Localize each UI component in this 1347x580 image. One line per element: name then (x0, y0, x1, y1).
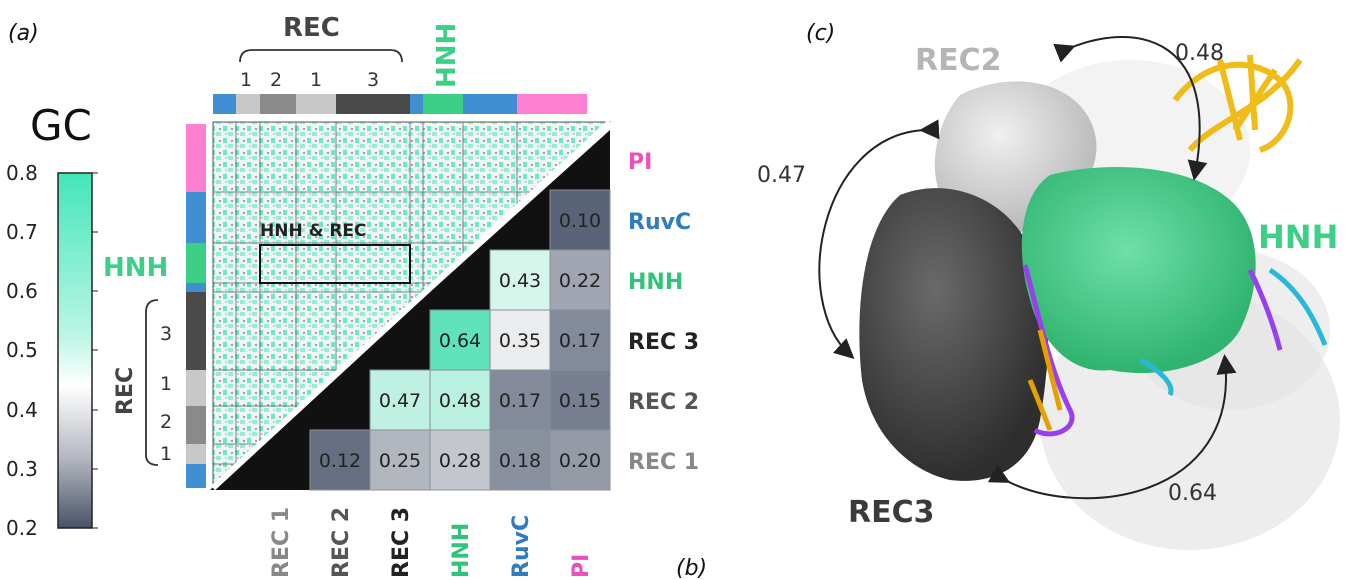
matrix-cell (549, 429, 611, 491)
matrix-col-label: PI (569, 554, 594, 578)
colorbar-tick-label: 0.2 (6, 516, 38, 540)
top-rec-sub: 1 (310, 69, 322, 91)
matrix-col-label: RuvC (509, 515, 534, 578)
matrix-cell (429, 369, 491, 431)
heatmap-gridlines (213, 122, 534, 467)
matrix-cell-value: 0.17 (559, 330, 601, 352)
matrix-cell-value: 0.47 (379, 390, 421, 412)
colorbar-ticks (92, 172, 98, 529)
matrix-cell-value: 0.25 (379, 450, 421, 472)
colorbar-tick-label: 0.5 (6, 338, 38, 362)
matrix-cell (429, 429, 491, 491)
hnh-rec-highlight-box (259, 244, 411, 284)
top-rec-bracket (239, 49, 403, 63)
matrix-cell-value: 0.22 (559, 270, 601, 292)
colorbar (57, 172, 93, 529)
matrix-cell-value: 0.10 (559, 210, 601, 232)
matrix-row-label: PI (628, 150, 652, 175)
top-rec-label: REC (283, 13, 340, 43)
top-rec-sub: 3 (367, 69, 379, 91)
left-rec-sub: 1 (160, 373, 172, 395)
matrix-cell-value: 0.15 (559, 390, 601, 412)
matrix-cell (489, 369, 551, 431)
matrix-separator (210, 119, 613, 491)
colorbar-tick-label: 0.4 (6, 398, 38, 422)
matrix-cell-value: 0.20 (559, 450, 601, 472)
matrix-col-label: REC 1 (269, 507, 294, 578)
colorbar-tick-label: 0.3 (6, 457, 38, 481)
arrow-value-rec2-rec3: 0.47 (757, 163, 806, 188)
matrix-cell (549, 189, 611, 251)
hnh-rec-box-label: HNH & REC (260, 221, 367, 241)
matrix-cell-value: 0.48 (439, 390, 481, 412)
left-rec-bracket (145, 299, 159, 466)
matrix-cell-value: 0.18 (499, 450, 541, 472)
matrix-row-label: HNH (628, 270, 683, 295)
top-rec-sub: 1 (240, 69, 252, 91)
protein-structure (859, 54, 1340, 550)
colorbar-title: GC (30, 101, 92, 150)
matrix-cell (549, 309, 611, 371)
structure-label-rec2: REC2 (915, 43, 1001, 78)
matrix-cell-value: 0.35 (499, 330, 541, 352)
matrix-cell-value: 0.43 (499, 270, 541, 292)
left-rec-sub: 2 (160, 411, 172, 433)
correlation-arrows (818, 36, 1237, 500)
matrix-row-label: REC 3 (628, 330, 699, 355)
matrix-row-label: RuvC (628, 210, 691, 235)
top-domain-bar (213, 94, 587, 114)
matrix-col-label: REC 2 (329, 507, 354, 578)
matrix-cell-value: 0.64 (439, 330, 481, 352)
top-hnh-label: HNH (432, 23, 462, 88)
panel-label-b: (b) (676, 556, 707, 580)
correlation-matrix: 0.10 0.43 0.22 0.64 0.35 0.17 0.47 0.48 0.17 0.15… (210, 119, 699, 578)
matrix-row-label: REC 1 (628, 450, 699, 475)
panel-label-a: (a) (8, 21, 39, 46)
colorbar-tick-label: 0.8 (6, 161, 38, 185)
structure-label-hnh: HNH (1258, 218, 1338, 256)
rec3-surface (859, 188, 1049, 481)
matrix-cell (429, 309, 491, 371)
colorbar-tick-label: 0.6 (6, 279, 38, 303)
matrix-cell (489, 429, 551, 491)
structure-label-rec3: REC3 (848, 495, 934, 530)
left-rec-sub: 3 (160, 323, 172, 345)
left-domain-bar (186, 124, 206, 488)
top-rec-sub: 2 (270, 69, 282, 91)
hnh-surface (1021, 167, 1256, 374)
arrow-value-rec3-hnh: 0.64 (1168, 481, 1217, 506)
left-hnh-label: HNH (103, 253, 168, 283)
matrix-cell (549, 369, 611, 431)
left-rec-label: REC (113, 367, 138, 415)
colorbar-tick-label: 0.7 (6, 220, 38, 244)
matrix-cell-value: 0.17 (499, 390, 541, 412)
panel-label-c: (c) (806, 21, 835, 46)
arrow-value-rec2-hnh: 0.48 (1175, 41, 1224, 66)
matrix-col-label: HNH (449, 523, 474, 578)
matrix-row-label: REC 2 (628, 390, 699, 415)
matrix-cell-value: 0.28 (439, 450, 481, 472)
left-rec-sub: 1 (160, 443, 172, 465)
matrix-col-label: REC 3 (389, 507, 414, 578)
matrix-cell (309, 429, 371, 491)
matrix-cell-value: 0.12 (319, 450, 361, 472)
